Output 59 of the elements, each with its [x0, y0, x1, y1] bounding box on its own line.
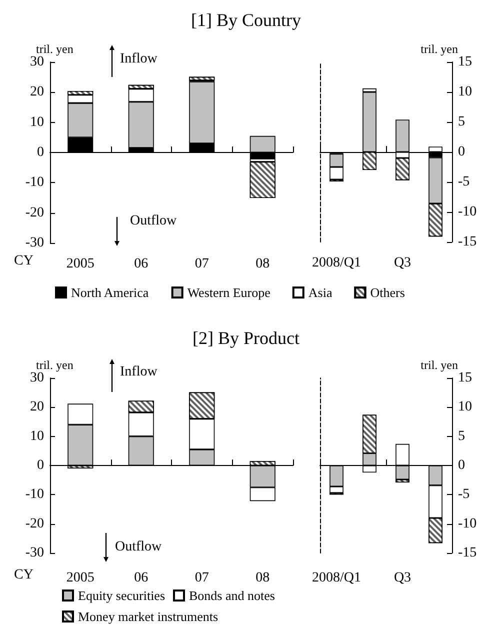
- annotation: Outflow: [130, 214, 178, 228]
- legend-label: Western Europe: [187, 285, 271, 300]
- annotation: Outflow: [115, 540, 163, 554]
- y-tick-label: -30: [25, 236, 44, 250]
- legend-label: Equity securities: [78, 588, 166, 603]
- x-tick-label: 06: [134, 256, 148, 272]
- y-tick-label: 5: [458, 428, 465, 444]
- y-tick-label: 30: [30, 370, 44, 386]
- chart-title: [2] By Product: [192, 328, 300, 348]
- annotation: Inflow: [120, 52, 158, 66]
- y-tick-label: 5: [458, 114, 465, 130]
- y-tick-label: 20: [30, 84, 44, 100]
- y-tick-label: 0: [458, 458, 465, 473]
- y-tick-label: 10: [30, 428, 44, 444]
- y-tick-label: -20: [25, 205, 44, 220]
- x-tick-label: 07: [194, 256, 209, 272]
- text: CY: [14, 568, 34, 582]
- y-tick-label: 0: [458, 144, 465, 160]
- legend-label: North America: [71, 285, 149, 300]
- y-tick-label: 10: [30, 114, 44, 130]
- x-tick-label: 07: [194, 570, 209, 586]
- y-axis-title: tril. yen: [420, 42, 458, 56]
- y-tick-label: -15: [458, 546, 477, 560]
- y-tick-label: -5: [458, 487, 470, 502]
- x-tick-label: 06: [134, 570, 148, 586]
- x-tick-label: Q3: [394, 570, 412, 586]
- legend-label: Others: [370, 285, 405, 300]
- legend-label: Bonds and notes: [189, 588, 275, 603]
- y-tick-label: -30: [25, 546, 44, 560]
- y-tick-label: -15: [458, 234, 477, 250]
- x-tick-label: 08: [256, 256, 270, 272]
- x-tick-label: 2005: [66, 256, 94, 272]
- y-tick-label: -10: [25, 175, 44, 190]
- text: CY: [14, 254, 34, 268]
- legend-label: Asia: [308, 285, 332, 300]
- y-axis-title: tril. yen: [420, 358, 458, 372]
- y-tick-label: -10: [25, 487, 44, 502]
- y-tick-label: -10: [458, 516, 477, 532]
- y-tick-label: 0: [37, 458, 44, 473]
- y-tick-label: -5: [458, 174, 470, 190]
- x-tick-label: 2008/Q1: [312, 570, 361, 586]
- y-tick-label: -10: [458, 204, 477, 220]
- y-tick-label: 15: [458, 370, 472, 386]
- x-tick-label: 08: [256, 570, 270, 586]
- y-tick-label: 30: [30, 54, 44, 70]
- y-tick-label: 20: [30, 400, 44, 415]
- y-axis-title: tril. yen: [36, 42, 74, 56]
- x-tick-label: Q3: [394, 256, 412, 270]
- legend-label: Money market instruments: [78, 609, 218, 624]
- y-tick-label: 10: [458, 400, 472, 415]
- x-tick-label: 2008/Q1: [312, 256, 361, 270]
- y-axis-title: tril. yen: [36, 358, 74, 372]
- y-tick-label: 15: [458, 54, 472, 70]
- annotation: Inflow: [120, 364, 158, 380]
- y-tick-label: 0: [37, 145, 44, 160]
- chart-title: [1] By Country: [191, 10, 301, 30]
- y-tick-label: -20: [25, 516, 44, 532]
- x-tick-label: 2005: [66, 570, 94, 586]
- y-tick-label: 10: [458, 84, 472, 100]
